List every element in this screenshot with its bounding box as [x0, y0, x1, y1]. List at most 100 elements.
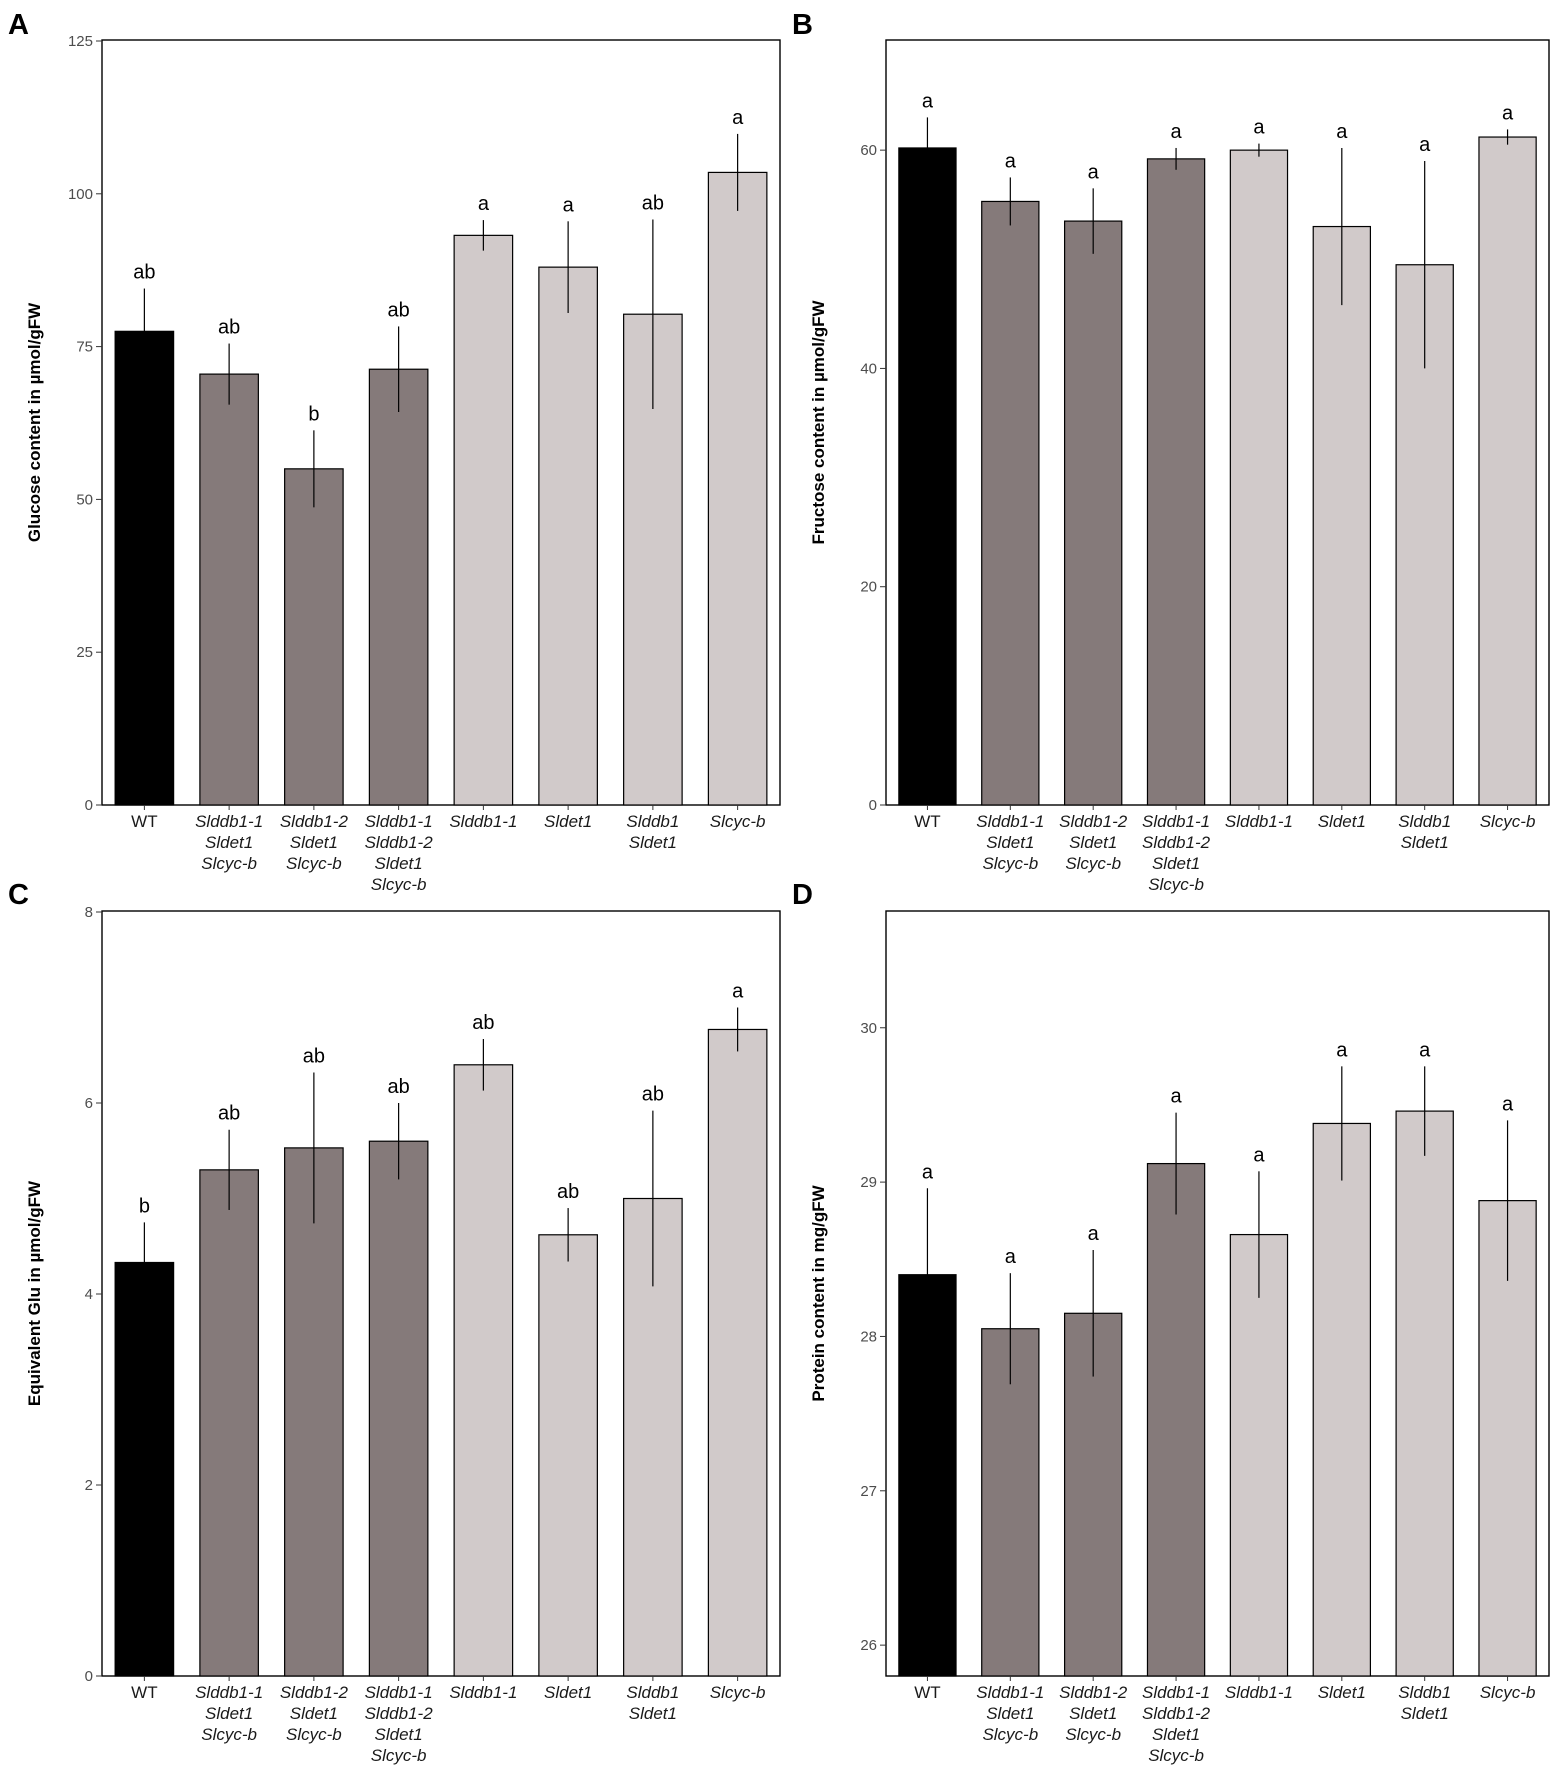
bar	[707, 1028, 768, 1677]
y-tick-label: 26	[860, 1637, 877, 1654]
x-tick-label: Slddb1-2 Sldet1 Slcyc-b	[1059, 812, 1128, 873]
x-tick-label: Sldet1	[544, 1683, 592, 1702]
y-tick-label: 2	[85, 1477, 93, 1494]
bar	[453, 234, 514, 806]
significance-label: a	[1502, 1093, 1514, 1115]
y-tick-label: 0	[85, 797, 93, 814]
significance-label: a	[922, 1161, 934, 1183]
x-tick-label: Slddb1-1	[1225, 812, 1293, 831]
plot-frame-b	[885, 39, 1550, 806]
bar	[981, 1328, 1040, 1677]
x-tick-label: Slddb1 Sldet1	[626, 812, 679, 852]
x-tick-label: Slddb1 Sldet1	[626, 1683, 679, 1723]
y-tick-label: 27	[860, 1483, 877, 1500]
bar	[538, 266, 598, 806]
significance-label: a	[563, 194, 575, 216]
significance-label: ab	[557, 1181, 579, 1203]
bar	[453, 1064, 514, 1677]
x-tick-label: Slcyc-b	[1480, 1683, 1536, 1702]
y-tick-label: 75	[76, 339, 93, 356]
x-tick-label: Slddb1-1 Sldet1 Slcyc-b	[976, 1683, 1044, 1744]
panel-letter-c: C	[8, 879, 29, 911]
significance-label: a	[1336, 1039, 1348, 1061]
x-tick-label: Sldet1	[1318, 1683, 1366, 1702]
significance-label: a	[732, 107, 744, 129]
significance-label: ab	[133, 262, 155, 284]
x-tick-label: WT	[914, 812, 940, 831]
bar	[1478, 136, 1537, 806]
significance-label: a	[732, 981, 744, 1003]
x-tick-label: Slcyc-b	[710, 812, 766, 831]
panel-letter-d: D	[792, 879, 813, 911]
panel-a: A Glucose content in µmol/gFW 0 25 50 75 100…	[8, 9, 781, 894]
significance-label: a	[1419, 1039, 1431, 1061]
y-axis-label-d: Protein content in mg/gFW	[809, 1184, 828, 1401]
x-tick-label: Slddb1-2 Sldet1 Slcyc-b	[1059, 1683, 1128, 1744]
y-tick-label: 20	[860, 579, 877, 596]
significance-label: ab	[472, 1012, 494, 1034]
x-tick-label: Slddb1-1 Sldet1 Slcyc-b	[195, 812, 263, 873]
bar	[114, 330, 175, 806]
plot-frame-a	[101, 39, 781, 806]
bar	[707, 171, 768, 806]
bar	[1146, 1162, 1206, 1677]
significance-label: a	[1088, 161, 1100, 183]
bar	[368, 1140, 429, 1677]
significance-label: a	[1005, 150, 1017, 172]
significance-label: ab	[218, 317, 240, 339]
x-tick-label: WT	[131, 1683, 157, 1702]
y-tick-label: 25	[76, 644, 93, 661]
panel-c: C Equivalent Glu in µmol/gFW 0 2 4 6 8 b WT ab S…	[8, 879, 781, 1765]
x-tick-label: WT	[131, 812, 157, 831]
x-tick-label: Sldet1	[1318, 812, 1366, 831]
bar	[1063, 220, 1123, 806]
x-tick-label: Slddb1-1 Sldet1 Slcyc-b	[195, 1683, 263, 1744]
significance-label: a	[1171, 121, 1183, 143]
x-tick-label: Slddb1-1 Slddb1-2 Sldet1 Slcyc-b	[1142, 812, 1211, 894]
bar	[114, 1261, 175, 1677]
significance-label: a	[478, 193, 490, 215]
significance-label: ab	[642, 1084, 664, 1106]
significance-label: b	[308, 403, 319, 425]
bar	[284, 1147, 344, 1677]
significance-label: a	[1088, 1223, 1100, 1245]
x-tick-label: Slddb1-1 Sldet1 Slcyc-b	[976, 812, 1044, 873]
y-axis-label-b: Fructose content in µmol/gFW	[809, 300, 828, 545]
x-tick-label: Slddb1-1 Slddb1-2 Sldet1 Slcyc-b	[1142, 1683, 1211, 1765]
bar	[1229, 1233, 1289, 1677]
significance-label: a	[1253, 1144, 1265, 1166]
bar	[1146, 158, 1206, 806]
y-tick-label: 28	[860, 1328, 877, 1345]
significance-label: ab	[218, 1103, 240, 1125]
x-tick-label: Slddb1-2 Sldet1 Slcyc-b	[280, 1683, 349, 1744]
significance-label: ab	[388, 299, 410, 321]
significance-label: ab	[388, 1076, 410, 1098]
bar	[199, 373, 259, 806]
plot-frame-d	[885, 910, 1550, 1677]
significance-label: a	[1171, 1086, 1183, 1108]
x-tick-label: Slddb1-1 Slddb1-2 Sldet1 Slcyc-b	[365, 812, 434, 894]
x-tick-label: Slddb1-2 Sldet1 Slcyc-b	[280, 812, 349, 873]
significance-label: a	[1253, 117, 1265, 139]
y-tick-label: 60	[860, 142, 877, 159]
x-tick-label: Slcyc-b	[1480, 812, 1536, 831]
x-tick-label: Slddb1-1	[449, 812, 517, 831]
panel-b: B Fructose content in µmol/gFW 0 20 40 60 a W…	[792, 9, 1550, 894]
significance-label: ab	[303, 1045, 325, 1067]
x-tick-label: Slddb1-1	[449, 1683, 517, 1702]
bar	[981, 200, 1040, 806]
significance-label: a	[922, 90, 934, 112]
significance-label: a	[1419, 134, 1431, 156]
panel-letter-a: A	[8, 9, 29, 41]
y-tick-label: 40	[860, 360, 877, 377]
y-axis-label-a: Glucose content in µmol/gFW	[25, 302, 44, 542]
significance-label: a	[1336, 121, 1348, 143]
y-tick-label: 8	[85, 904, 93, 921]
bar	[538, 1234, 598, 1677]
significance-label: a	[1005, 1246, 1017, 1268]
x-tick-label: Slddb1-1 Slddb1-2 Sldet1 Slcyc-b	[365, 1683, 434, 1765]
panel-d: D Protein content in mg/gFW 26 27 28 29 30 a W…	[792, 879, 1550, 1765]
y-tick-label: 6	[85, 1095, 93, 1112]
y-tick-label: 30	[860, 1020, 877, 1037]
y-tick-label: 50	[76, 491, 93, 508]
